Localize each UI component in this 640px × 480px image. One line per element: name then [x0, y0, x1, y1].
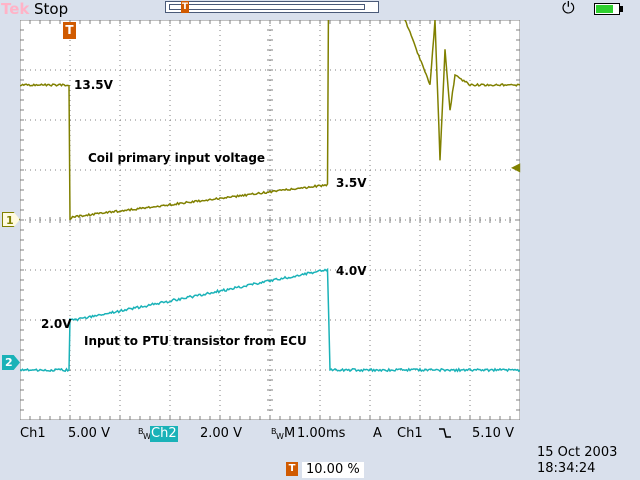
ch2-scale: 2.00 V	[200, 426, 242, 442]
ch1-scale: 5.00 V	[68, 426, 110, 442]
battery-level	[596, 5, 613, 13]
brand-logo: Tek	[1, 0, 29, 18]
trigger-position-icon: T	[286, 462, 298, 476]
ch2-label[interactable]: Ch2	[150, 426, 178, 442]
trigger-position-percent: 10.00 %	[302, 462, 364, 478]
left-arrow-icon[interactable]: ◀	[511, 160, 520, 174]
timebase-label: M	[284, 426, 295, 442]
ch2-start-label: 2.0V	[41, 317, 72, 331]
ch1-ground-marker[interactable]: 1	[2, 212, 20, 227]
acquisition-status: Stop	[34, 0, 68, 18]
time-display: 18:34:24	[537, 461, 595, 477]
battery-tip	[620, 6, 623, 12]
trigger-level-value[interactable]: 5.10 V	[472, 426, 514, 442]
timebase-value[interactable]: 1.00ms	[297, 426, 345, 442]
trigger-mode: A	[373, 426, 382, 442]
ch2-end-label: 4.0V	[336, 264, 367, 278]
record-trigger-marker: T	[181, 1, 189, 13]
ch2-bw-limit-sub: W	[276, 429, 284, 445]
battery-icon	[594, 3, 620, 15]
ch2-ground-marker[interactable]: 2	[2, 355, 20, 370]
trigger-position-readout[interactable]: T 10.00 %	[286, 462, 364, 478]
record-window	[169, 4, 365, 10]
ch1-high-label: 13.5V	[74, 78, 113, 92]
record-length-bar: T	[165, 1, 379, 13]
ch2-title: Input to PTU transistor from ECU	[84, 334, 307, 348]
ch1-title: Coil primary input voltage	[88, 151, 265, 165]
top-status-bar: Tek Stop T ⏻	[0, 0, 640, 20]
date-display: 15 Oct 2003	[537, 445, 617, 461]
ac-plug-icon: ⏻	[562, 0, 575, 17]
ch1-end-label: 3.5V	[336, 176, 367, 190]
falling-edge-icon	[438, 426, 452, 445]
trigger-position-marker[interactable]: T	[63, 22, 76, 39]
ch1-label[interactable]: Ch1	[20, 426, 46, 442]
readout-bar: Ch1 5.00 V B W Ch2 2.00 V B W M 1.00ms A…	[0, 426, 640, 442]
trigger-source[interactable]: Ch1	[397, 426, 423, 442]
